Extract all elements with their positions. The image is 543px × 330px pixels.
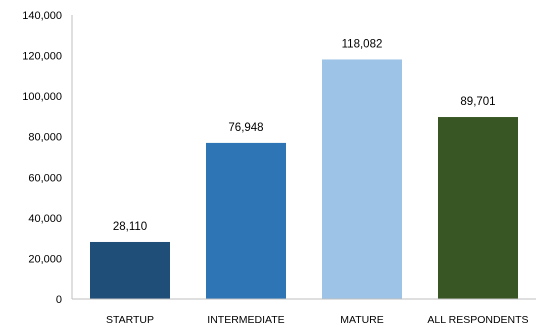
data-label: 28,110 [113,221,147,233]
y-tick-label: 60,000 [28,172,62,184]
data-label: 118,082 [342,38,383,50]
x-tick-label: STARTUP [106,314,154,326]
bar [90,241,170,299]
bar [322,59,402,300]
bar [438,117,518,299]
y-tick-label: 40,000 [28,213,62,225]
y-tick-label: 140,000 [22,10,62,22]
data-label: 89,701 [460,96,495,108]
y-tick-label: 120,000 [22,51,62,63]
x-tick-label: MATURE [340,314,384,326]
bars: 28,110 76,948 118,082 89,701 [90,38,518,300]
y-tick-label: 80,000 [28,132,62,144]
y-tick-label: 0 [56,294,62,306]
y-axis: 0 20,000 40,000 60,000 80,000 100,000 120,000 1… [22,10,73,306]
x-tick-label: ALL RESPONDENTS [427,314,528,326]
x-tick-label: INTERMEDIATE [207,314,284,326]
y-tick-label: 20,000 [28,253,62,265]
x-axis: STARTUP INTERMEDIATE MATURE ALL RESPONDENTS [72,298,536,326]
bar [206,142,286,299]
data-label: 76,948 [228,122,263,134]
y-tick-label: 100,000 [22,91,62,103]
